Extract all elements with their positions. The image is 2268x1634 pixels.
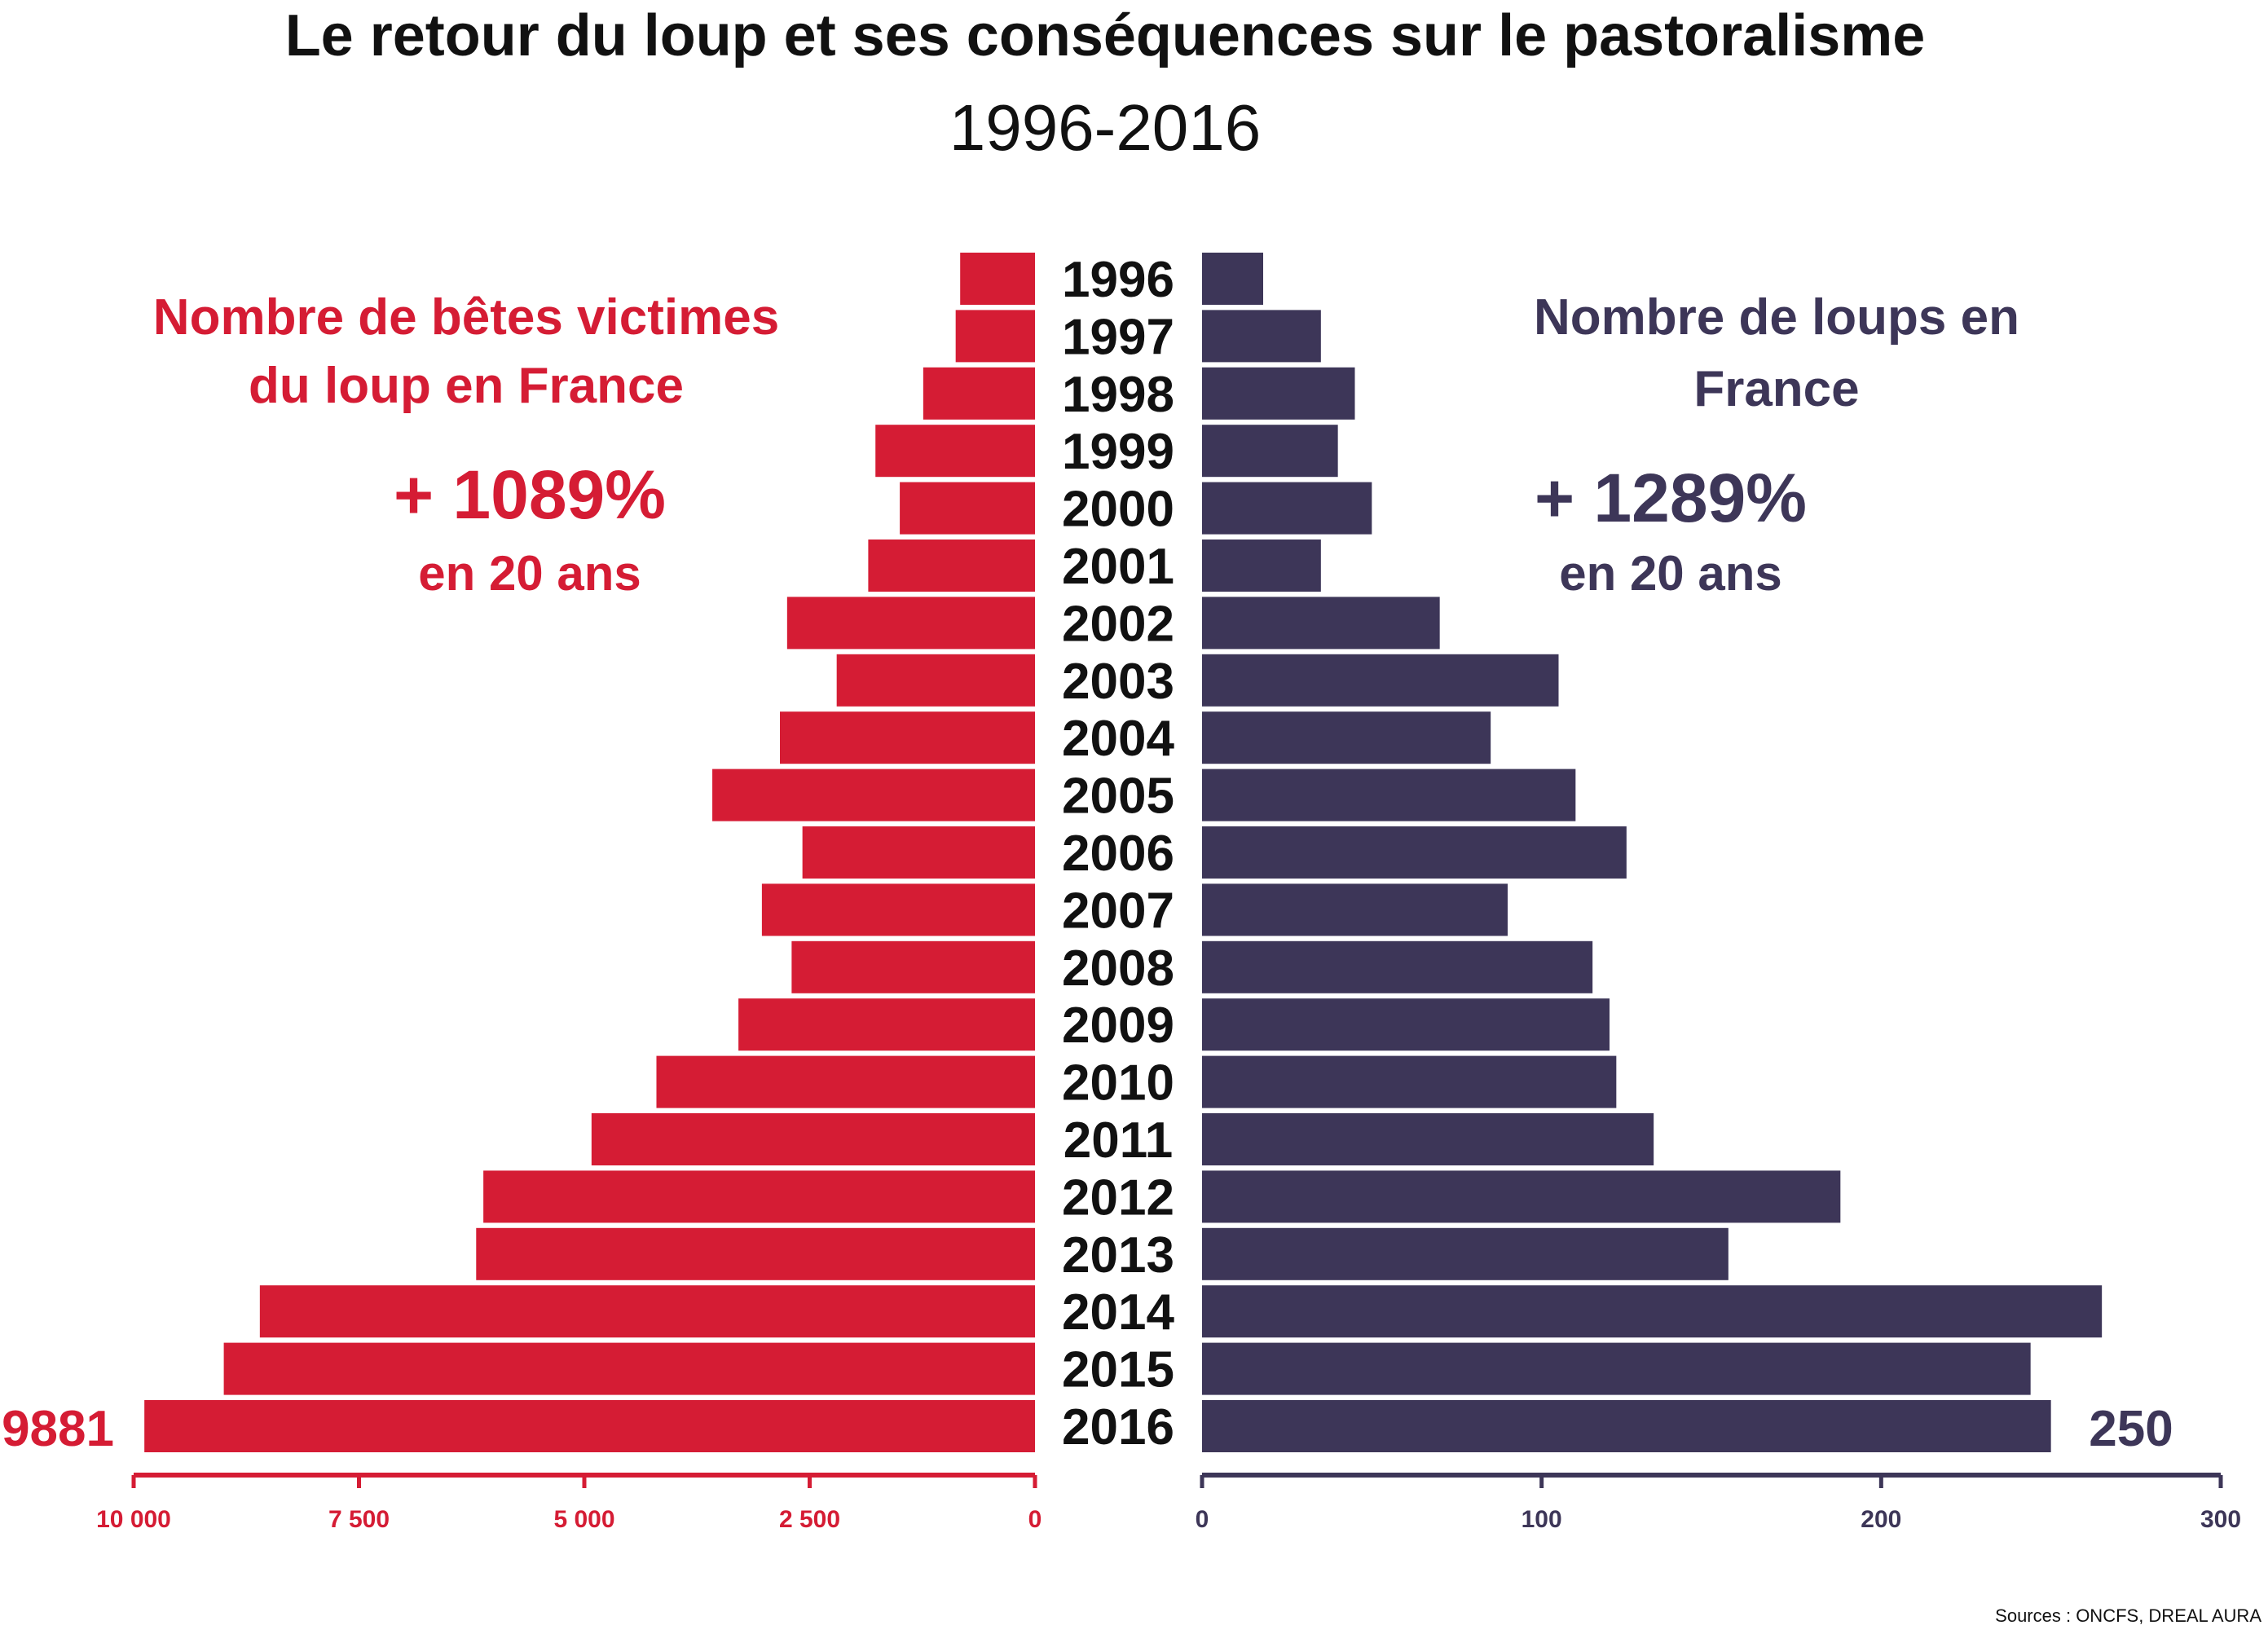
year-label-2014: 2014 [1062, 1284, 1174, 1341]
right-bar-1997 [1202, 310, 1321, 363]
source-note: Sources : ONCFS, DREAL AURA [1995, 1605, 2261, 1626]
right-bar-1998 [1202, 367, 1355, 420]
year-label-2004: 2004 [1062, 711, 1174, 767]
left-bar-2015 [223, 1342, 1036, 1395]
year-label-2008: 2008 [1062, 940, 1174, 997]
year-label-2001: 2001 [1062, 539, 1174, 595]
year-label-2003: 2003 [1062, 654, 1174, 710]
right-bar-2005 [1202, 769, 1576, 821]
chart-subtitle: 1996-2016 [949, 91, 1262, 164]
right-tick-label: 200 [1861, 1506, 1901, 1533]
right-bar-2016 [1202, 1400, 2051, 1452]
year-label-2005: 2005 [1062, 769, 1174, 825]
left-heading-line1: Nombre de bêtes victimes [153, 289, 779, 346]
left-bar-2005 [712, 769, 1035, 821]
year-label-2016: 2016 [1062, 1399, 1174, 1456]
left-tick-label: 5 000 [553, 1506, 614, 1533]
right-bar-2003 [1202, 654, 1559, 707]
year-label-1998: 1998 [1062, 367, 1174, 423]
right-tick-label: 0 [1196, 1506, 1209, 1533]
left-growth-caption: en 20 ans [418, 546, 641, 601]
left-bar-2004 [780, 711, 1035, 764]
left-bar-1996 [960, 253, 1035, 305]
right-bar-2008 [1202, 940, 1593, 993]
left-bar-2016 [144, 1400, 1036, 1452]
year-label-2006: 2006 [1062, 826, 1174, 882]
left-bar-2006 [802, 826, 1035, 879]
right-last-value-label: 250 [2089, 1401, 2173, 1457]
left-last-value-label: 9881 [2, 1401, 114, 1457]
left-bar-1998 [923, 367, 1035, 420]
right-axis: 0 100 200 300 [1196, 1473, 2241, 1533]
right-bar-2000 [1202, 482, 1372, 535]
left-bar-2000 [900, 482, 1035, 535]
left-heading-line2: du loup en France [249, 358, 684, 414]
year-label-2007: 2007 [1062, 883, 1174, 939]
right-bar-2004 [1202, 711, 1491, 764]
left-bar-2011 [591, 1113, 1035, 1165]
left-bars [144, 253, 1036, 1452]
right-heading-line1: Nombre de loups en [1534, 289, 2019, 346]
right-bar-2014 [1202, 1285, 2103, 1338]
left-bar-2014 [259, 1285, 1036, 1338]
right-bar-2013 [1202, 1227, 1729, 1280]
right-bar-2001 [1202, 540, 1321, 592]
left-bar-2010 [656, 1055, 1035, 1108]
right-tick-label: 100 [1522, 1506, 1562, 1533]
right-bar-2015 [1202, 1342, 2031, 1395]
left-bar-1999 [875, 425, 1035, 478]
right-heading-line2: France [1693, 361, 1859, 417]
right-bar-1996 [1202, 253, 1263, 305]
right-bar-2007 [1202, 883, 1508, 936]
left-tick-label: 2 500 [779, 1506, 840, 1533]
left-bar-1997 [955, 310, 1035, 363]
left-bar-2008 [791, 940, 1035, 993]
left-bar-2001 [868, 540, 1035, 592]
year-label-2002: 2002 [1062, 596, 1174, 652]
right-bar-2010 [1202, 1055, 1617, 1108]
right-bar-1999 [1202, 425, 1338, 478]
left-bar-2012 [483, 1170, 1035, 1223]
year-label-2012: 2012 [1062, 1169, 1174, 1226]
chart-title: Le retour du loup et ses conséquences su… [285, 3, 1926, 68]
left-bar-2007 [761, 883, 1035, 936]
year-labels: 1996199719981999200020012002200320042005… [1062, 252, 1174, 1456]
year-label-2011: 2011 [1064, 1112, 1174, 1169]
left-bar-2009 [738, 998, 1035, 1051]
year-label-2009: 2009 [1062, 998, 1174, 1054]
left-tick-label: 0 [1028, 1506, 1042, 1533]
right-bars [1202, 253, 2103, 1452]
right-bar-2011 [1202, 1113, 1654, 1165]
left-bar-2003 [836, 654, 1035, 707]
right-tick-label: 300 [2200, 1506, 2241, 1533]
left-bar-2002 [786, 597, 1035, 650]
year-label-2013: 2013 [1062, 1227, 1174, 1284]
right-bar-2009 [1202, 998, 1610, 1051]
left-bar-2013 [476, 1227, 1035, 1280]
left-growth: + 1089% [394, 456, 666, 533]
right-bar-2006 [1202, 826, 1627, 879]
left-tick-label: 10 000 [96, 1506, 171, 1533]
left-axis: 10 000 7 500 5 000 2 500 0 [96, 1473, 1042, 1533]
right-growth-caption: en 20 ans [1559, 546, 1782, 601]
year-label-2015: 2015 [1062, 1342, 1174, 1398]
right-growth: + 1289% [1535, 460, 1807, 536]
year-label-1997: 1997 [1062, 309, 1174, 365]
right-bar-2012 [1202, 1170, 1841, 1223]
left-tick-label: 7 500 [328, 1506, 390, 1533]
year-label-1996: 1996 [1062, 252, 1174, 308]
year-label-2000: 2000 [1062, 482, 1174, 538]
year-label-2010: 2010 [1062, 1055, 1174, 1112]
right-bar-2002 [1202, 597, 1440, 650]
year-label-1999: 1999 [1062, 424, 1174, 480]
